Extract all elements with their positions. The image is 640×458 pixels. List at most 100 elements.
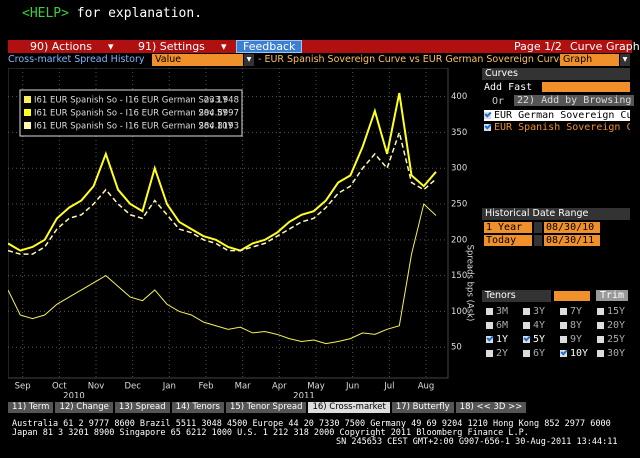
tenor-name: 9Y (570, 334, 583, 345)
tenor-option[interactable]: 2Y (486, 348, 508, 359)
y-tick-label: 300 (451, 164, 467, 174)
tenor-option[interactable]: 10Y (560, 348, 588, 359)
curve-row: EUR Spanish Sovereign Cu (484, 122, 630, 133)
tenor-option[interactable]: 7Y (560, 306, 582, 317)
tenor-option[interactable]: 8Y (560, 320, 582, 331)
tenor-option[interactable]: 6Y (523, 348, 545, 359)
checkbox (523, 307, 530, 315)
range-label[interactable]: 1 Year (484, 222, 532, 233)
tenor-input[interactable] (554, 291, 590, 301)
range-date[interactable]: 08/30/10 (544, 222, 600, 233)
actions-menu[interactable]: 90) Actions (30, 40, 92, 53)
y-tick-label: 150 (451, 271, 467, 281)
tenor-name: 1Y (496, 334, 509, 345)
tenor-option[interactable]: 5Y (523, 334, 545, 345)
tenor-name: 6Y (533, 348, 546, 359)
x-tick-label: Dec (124, 382, 141, 392)
menu-arrow[interactable]: ▾ (221, 40, 227, 53)
y-tick-label: 250 (451, 200, 467, 210)
tenor-name: 25Y (607, 334, 626, 345)
y-tick-label: 350 (451, 128, 467, 138)
help-text: for explanation. (76, 6, 203, 21)
tab[interactable]: 18) << 3D >> (455, 402, 528, 413)
toolbar: 90) Actions ▾ 91) Settings ▾ Feedback Pa… (8, 40, 640, 53)
tenor-option[interactable]: 3Y (523, 306, 545, 317)
checkbox (486, 321, 493, 329)
help-key[interactable]: <HELP> (22, 6, 69, 21)
checkbox[interactable] (484, 123, 491, 131)
tenor-name: 8Y (570, 320, 583, 331)
settings-menu[interactable]: 91) Settings (138, 40, 205, 53)
tenor-option[interactable]: 3M (486, 306, 508, 317)
tab[interactable]: 11) Term (8, 402, 55, 413)
tab[interactable]: 16) Cross-market (308, 402, 391, 413)
tenor-option[interactable]: 15Y (597, 306, 625, 317)
x-tick-label: May (307, 382, 325, 392)
tenor-option[interactable]: 4Y (523, 320, 545, 331)
tenor-name: 30Y (607, 348, 626, 359)
dropdown-arrow[interactable] (534, 235, 542, 246)
dropdown-arrow[interactable] (534, 222, 542, 233)
checkbox (523, 335, 530, 343)
tenor-option[interactable]: 20Y (597, 320, 625, 331)
checkbox (486, 349, 493, 357)
dropdown-arrow[interactable]: ▾ (244, 54, 254, 66)
field-dropdown[interactable]: Value (152, 54, 243, 66)
x-tick-label: Jul (383, 382, 394, 392)
x-tick-label: Jan (162, 382, 176, 392)
tenor-name: 4Y (533, 320, 546, 331)
checkbox[interactable] (484, 111, 491, 119)
tenor-option[interactable]: 6M (486, 320, 508, 331)
description: - EUR Spanish Sovereign Curve vs EUR Ger… (258, 54, 565, 65)
tenor-name: 15Y (607, 306, 626, 317)
tab[interactable]: 13) Spread (114, 402, 171, 413)
panel-header: Curves (482, 68, 630, 80)
checkbox (486, 307, 493, 315)
legend-swatch (24, 109, 31, 116)
menu-arrow[interactable]: ▾ (108, 40, 114, 53)
add-fast-label: Add Fast (484, 82, 533, 93)
tenor-name: 5Y (533, 334, 546, 345)
side-panel: Curves Add Fast Or 22) Add by Browsing EUR G… (482, 68, 635, 398)
legend-value: 284.8193 (198, 122, 239, 132)
tenor-option[interactable]: 9Y (560, 334, 582, 345)
legend-value: 294.8997 (198, 109, 239, 119)
checkbox (597, 335, 604, 343)
feedback-button[interactable]: Feedback (236, 40, 303, 53)
x-tick-label: Apr (272, 382, 287, 392)
footer-line: Japan 81 3 3201 8900 Singapore 65 6212 1… (12, 428, 529, 438)
browse-button[interactable]: 22) Add by Browsing (514, 95, 635, 106)
panel-header: Tenors (482, 290, 551, 302)
tenor-option[interactable]: 1Y (486, 334, 508, 345)
legend-swatch (24, 96, 31, 103)
tenor-option[interactable]: 30Y (597, 348, 625, 359)
panel-header: Historical Date Range (482, 208, 630, 220)
legend-value: 233.948 (204, 96, 239, 106)
series-line (8, 92, 437, 252)
y-axis-label: Spreads bps (Ask) (465, 245, 475, 322)
y-tick-label: 50 (451, 343, 462, 353)
footer-line: SN 245653 CEST GMT+2:00 G907-656-1 30-Au… (336, 437, 618, 447)
tab[interactable]: 14) Tenors (171, 402, 225, 413)
tenor-name: 3M (496, 306, 509, 317)
series-line (8, 203, 437, 345)
dropdown-arrow[interactable]: ▾ (620, 54, 630, 66)
y-tick-label: 100 (451, 307, 467, 317)
tab[interactable]: 12) Change (55, 402, 114, 413)
range-label[interactable]: Today (484, 235, 532, 246)
range-date[interactable]: 08/30/11 (544, 235, 600, 246)
checkbox (560, 335, 567, 343)
x-tick-label: Aug (418, 382, 435, 392)
trim-button[interactable]: Trim (596, 290, 628, 301)
checkbox (560, 307, 567, 315)
tab[interactable]: 17) Butterfly (391, 402, 455, 413)
checkbox (523, 321, 530, 329)
tenor-option[interactable]: 25Y (597, 334, 625, 345)
add-fast-input[interactable] (542, 82, 630, 92)
legend-name: I61 EUR Spanish So - I16 EUR German Sov … (34, 96, 228, 106)
mode-dropdown[interactable]: Graph (560, 54, 619, 66)
or-label: Or (492, 96, 505, 107)
x-tick-label: Nov (88, 382, 105, 392)
tab[interactable]: 15) Tenor Spread (225, 402, 308, 413)
checkbox (597, 307, 604, 315)
